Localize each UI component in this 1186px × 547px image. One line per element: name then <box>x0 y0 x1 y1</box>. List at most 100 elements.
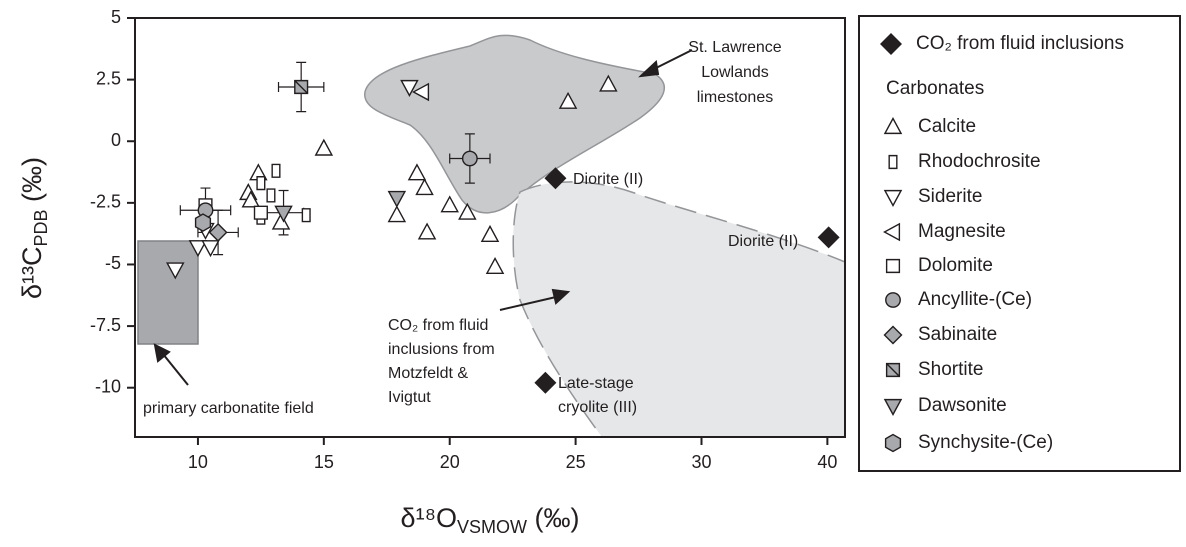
y-axis-label: δ¹³CPDB (‰) <box>17 157 51 299</box>
legend-label: CO₂ from fluid inclusions <box>916 33 1124 54</box>
marker <box>301 208 311 223</box>
marker <box>314 138 334 156</box>
marker <box>256 176 266 191</box>
legend-frame <box>858 15 1181 472</box>
marker <box>461 150 478 167</box>
legend-label: Synchysite-(Ce) <box>918 432 1053 453</box>
annotation: primary carbonatite field <box>143 400 314 417</box>
x-tick-label: 30 <box>691 452 711 472</box>
y-tick-label: 2.5 <box>96 68 121 88</box>
legend-label: Magnesite <box>918 221 1006 242</box>
marker <box>458 202 477 220</box>
primary-carbonatite-field <box>137 240 199 345</box>
marker <box>387 190 407 208</box>
x-axis-label-part: δ¹⁸O <box>401 503 457 533</box>
x-axis-label-part: (‰) <box>527 503 579 533</box>
y-tick-label: 5 <box>111 7 121 27</box>
legend-label: Shortite <box>918 359 983 380</box>
annotation: Ivigtut <box>388 389 431 406</box>
marker <box>534 371 557 394</box>
plot-frame <box>134 17 846 438</box>
annotation: St. Lawrence <box>688 39 781 56</box>
marker <box>194 213 212 232</box>
legend-label: Dolomite <box>918 255 993 276</box>
marker-cross <box>294 80 309 94</box>
marker <box>387 205 407 223</box>
marker <box>884 433 902 453</box>
x-axis-label-part: VSMOW <box>457 517 527 537</box>
marker <box>412 82 430 102</box>
marker <box>883 189 903 207</box>
arrows <box>153 49 693 386</box>
legend-heading: Carbonates <box>886 78 984 99</box>
legend-label: Ancyllite-(Ce) <box>918 289 1032 310</box>
marker <box>885 258 901 274</box>
marker <box>599 74 618 92</box>
marker <box>480 224 500 242</box>
marker <box>208 222 228 242</box>
x-axis-label: δ¹⁸OVSMOW (‰) <box>401 503 580 537</box>
legend-label: Siderite <box>918 186 982 207</box>
annotation: Lowlands <box>701 64 769 81</box>
legend-label: Calcite <box>918 116 976 137</box>
y-tick-label: -2.5 <box>90 192 121 212</box>
marker <box>271 163 281 178</box>
lowlands-region <box>364 34 665 214</box>
arrow <box>651 49 693 71</box>
marker <box>241 190 261 208</box>
marker-cross <box>886 363 900 377</box>
x-tick-label: 40 <box>817 452 837 472</box>
marker <box>558 91 578 109</box>
legend-label: Rhodochrosite <box>918 151 1041 172</box>
annotation: CO₂ from fluid <box>388 317 488 334</box>
annotation: limestones <box>697 89 773 106</box>
marker <box>885 292 901 308</box>
marker <box>440 195 459 213</box>
marker <box>885 362 901 378</box>
marker <box>417 222 437 240</box>
marker <box>485 256 505 275</box>
y-axis-label-part: PDB <box>31 209 51 246</box>
marker <box>883 222 901 242</box>
marker <box>400 79 419 97</box>
y-tick-label: -5 <box>105 253 121 273</box>
annotation: Motzfeldt & <box>388 365 468 382</box>
y-tick-label: 0 <box>111 130 121 150</box>
x-tick-label: 20 <box>440 452 460 472</box>
marker <box>188 240 208 258</box>
marker <box>883 398 903 416</box>
marker <box>166 262 185 280</box>
y-tick-label: -10 <box>95 376 121 396</box>
y-axis-label-part: (‰) <box>17 157 47 209</box>
marker <box>271 212 291 230</box>
marker <box>817 226 840 249</box>
x-tick-label: 15 <box>314 452 334 472</box>
annotation: cryolite (III) <box>558 399 637 416</box>
marker <box>294 79 309 95</box>
marker <box>415 178 434 196</box>
x-tick-label: 25 <box>566 452 586 472</box>
marker <box>883 325 903 345</box>
annotation: inclusions from <box>388 341 495 358</box>
marker <box>201 240 220 258</box>
annotation: Diorite (II) <box>728 233 798 250</box>
marker <box>274 205 293 223</box>
arrow-head <box>153 343 171 363</box>
annotation: Diorite (II) <box>573 171 643 188</box>
marker <box>407 163 427 181</box>
marker <box>880 33 902 55</box>
y-axis-label-part: δ¹³C <box>17 246 47 299</box>
arrow-head <box>551 288 571 305</box>
marker <box>888 154 898 170</box>
marker <box>253 205 268 220</box>
legend-label: Sabinaite <box>918 324 997 345</box>
marker <box>544 167 567 190</box>
arrow-head <box>638 59 660 78</box>
annotation: Late-stage <box>558 375 634 392</box>
arrow <box>499 296 557 311</box>
marker <box>883 117 903 135</box>
arrow <box>162 353 189 386</box>
x-tick-label: 10 <box>188 452 208 472</box>
marker <box>266 188 276 203</box>
legend-label: Dawsonite <box>918 395 1007 416</box>
